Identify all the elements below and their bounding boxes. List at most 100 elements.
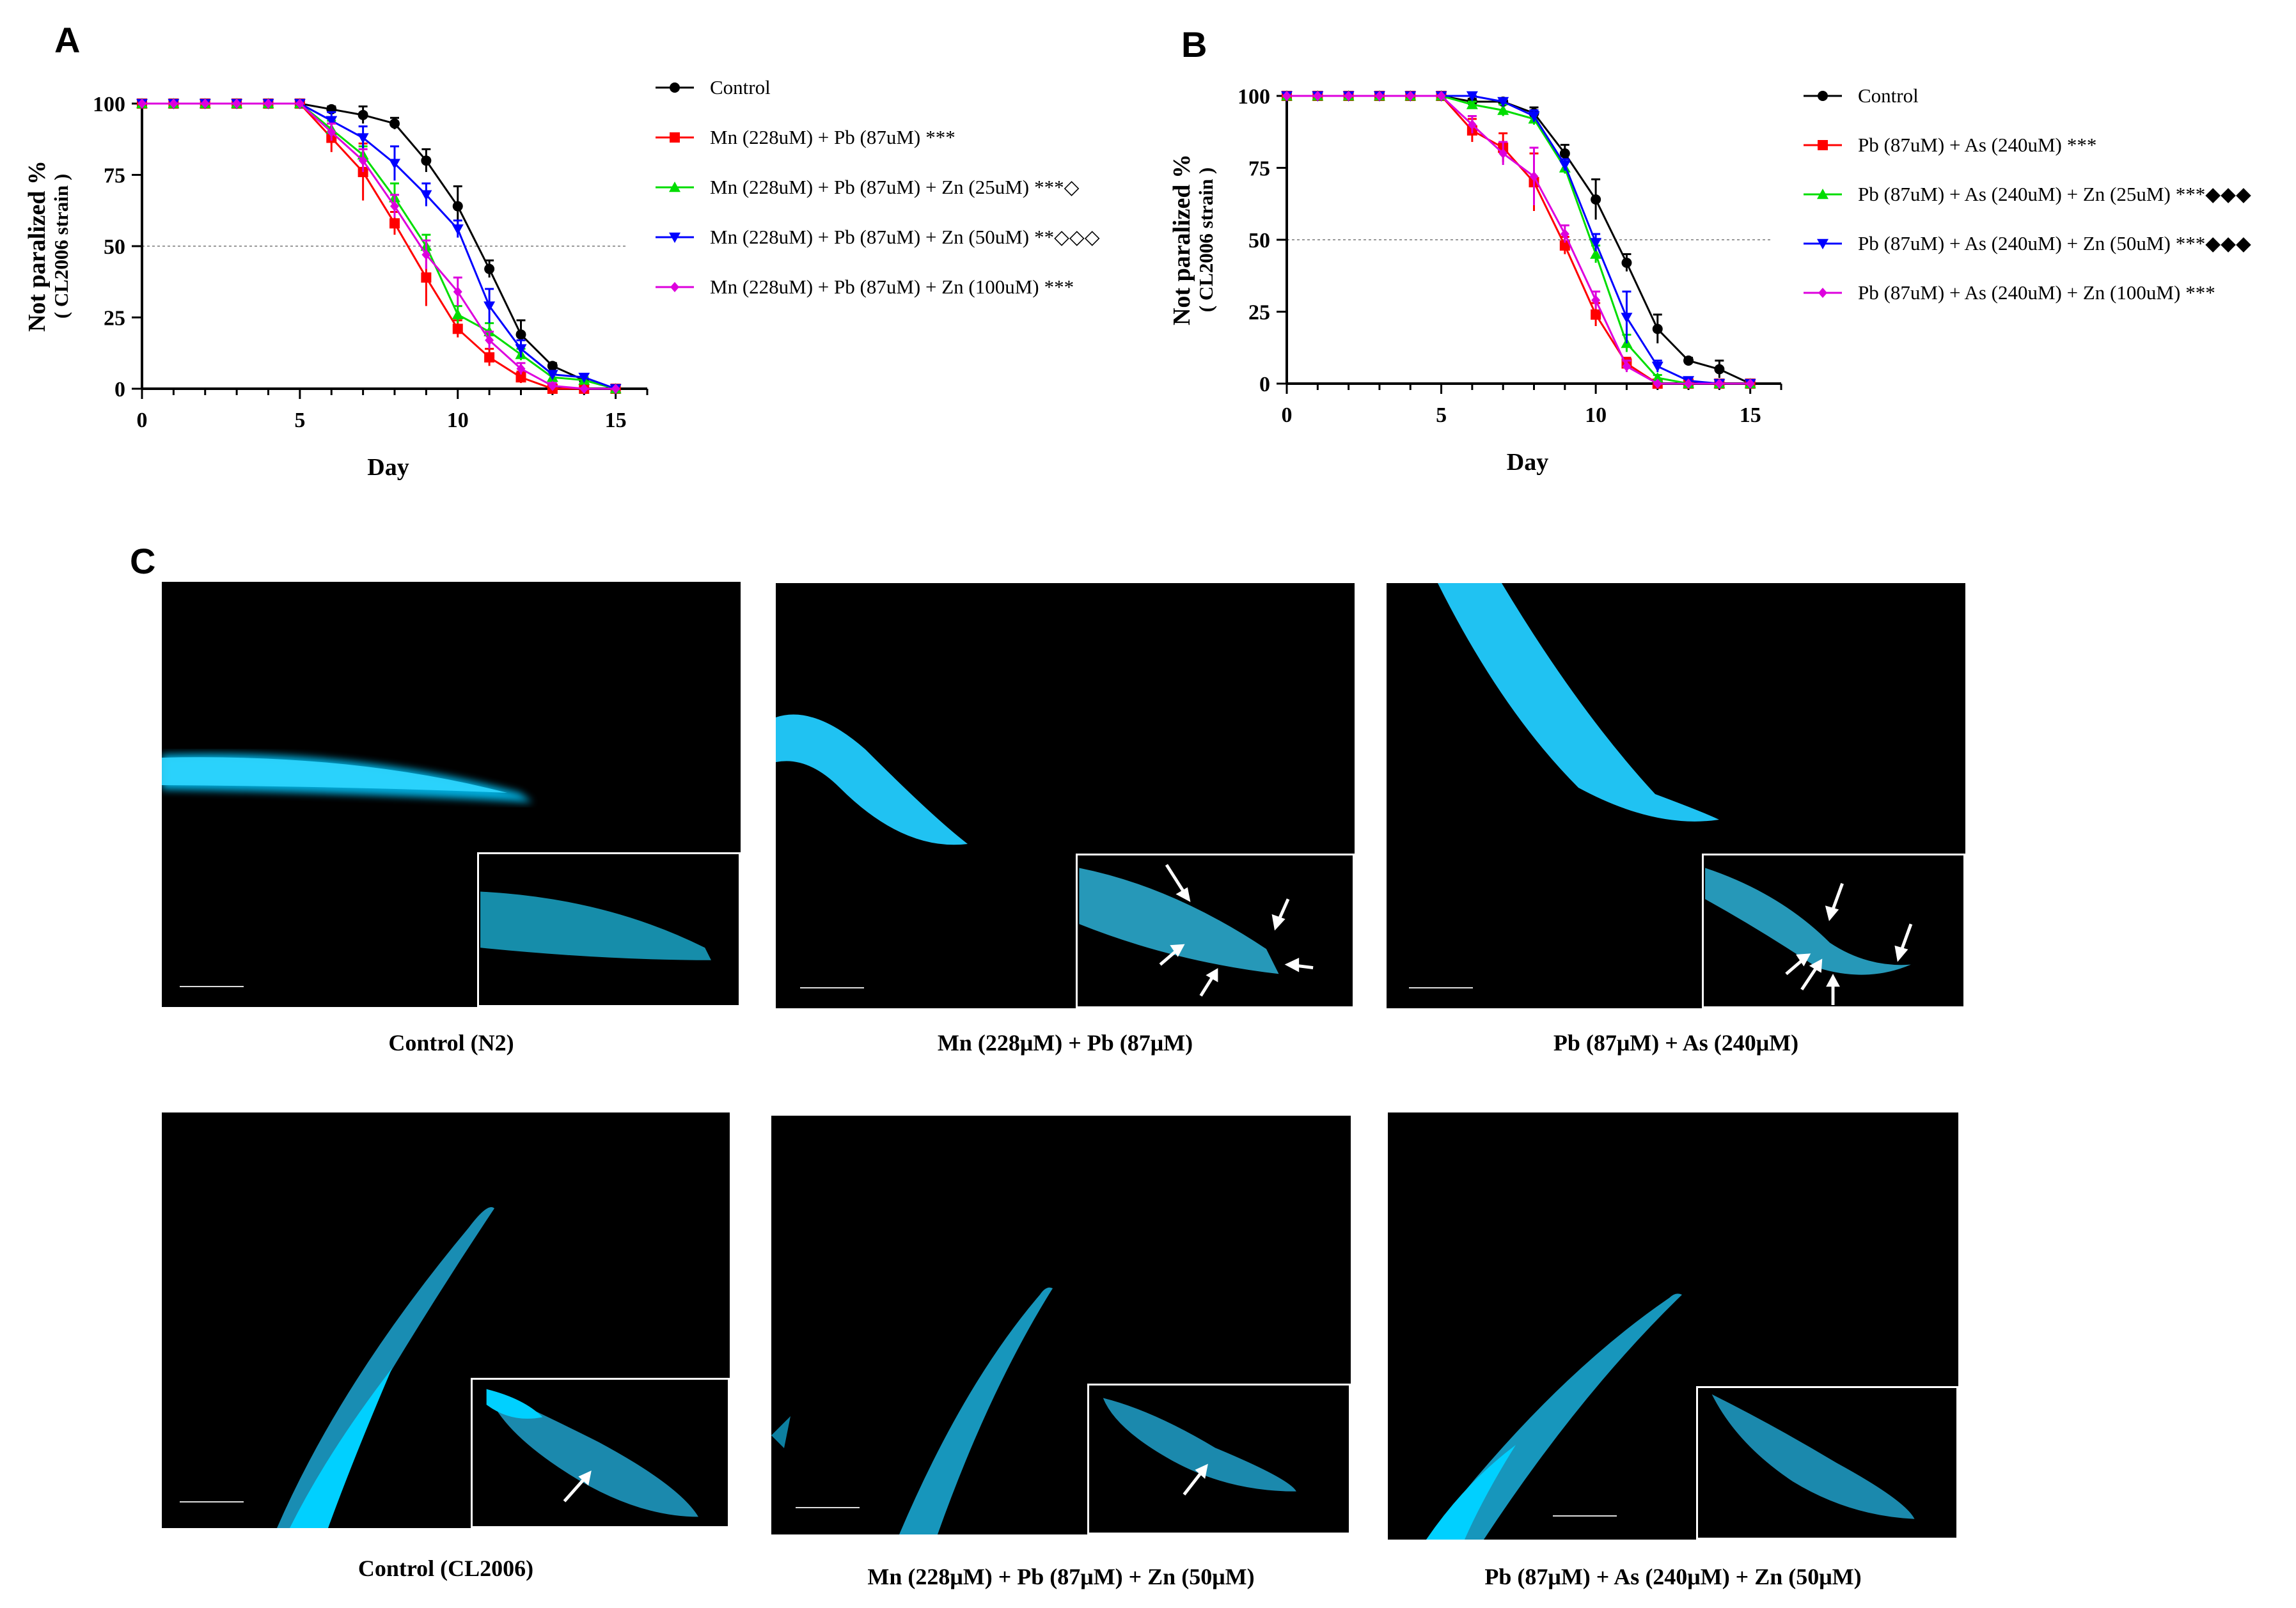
x-tick-label: 15 bbox=[605, 409, 627, 432]
worm-image bbox=[1426, 1293, 1682, 1540]
y-tick-label: 75 bbox=[104, 164, 125, 188]
worm-image bbox=[776, 714, 968, 845]
data-point bbox=[421, 155, 432, 166]
data-point bbox=[1684, 379, 1694, 389]
data-point bbox=[1374, 91, 1384, 101]
micro-control-n2 bbox=[162, 582, 741, 1007]
x-tick-label: 15 bbox=[1740, 403, 1761, 427]
data-point bbox=[452, 224, 464, 235]
arrow-icon bbox=[1183, 1464, 1208, 1496]
data-point bbox=[1344, 91, 1353, 101]
x-tick-label: 5 bbox=[1436, 403, 1447, 427]
micro-pb-as bbox=[1387, 583, 1965, 1008]
data-point bbox=[421, 272, 432, 283]
series-line bbox=[1287, 95, 1750, 385]
data-point bbox=[515, 344, 527, 355]
y-tick-label: 25 bbox=[1248, 301, 1270, 325]
x-tick-label: 0 bbox=[137, 409, 148, 432]
y-axis-title: Not paralized % bbox=[1168, 154, 1195, 325]
legend-marker bbox=[670, 132, 680, 143]
caption-1: Control (N2) bbox=[388, 1030, 514, 1056]
data-point bbox=[263, 98, 273, 109]
panel-c-letter: C bbox=[130, 541, 156, 581]
significance-marker: *** bbox=[1044, 276, 1074, 298]
data-point bbox=[389, 118, 400, 129]
data-point bbox=[484, 352, 495, 363]
data-point bbox=[1715, 379, 1724, 389]
data-point bbox=[546, 370, 558, 380]
data-point bbox=[358, 155, 368, 166]
data-point bbox=[1621, 313, 1633, 324]
legend-item: Pb (87uM) + As (240uM) + Zn (100uM) *** bbox=[1804, 281, 2215, 304]
data-point bbox=[452, 324, 463, 334]
data-point bbox=[1683, 355, 1694, 366]
data-point bbox=[169, 98, 178, 109]
data-point bbox=[1653, 379, 1662, 389]
data-point bbox=[1559, 240, 1570, 251]
data-point bbox=[421, 249, 431, 260]
legend-label: Mn (228uM) + Pb (87uM) + Zn (25uM) ***◇ bbox=[710, 176, 1080, 198]
data-point bbox=[1529, 171, 1539, 182]
micro-inset bbox=[1696, 1386, 1958, 1540]
x-tick-label: 5 bbox=[294, 409, 305, 432]
legend-marker bbox=[670, 282, 679, 292]
data-point bbox=[484, 301, 496, 312]
micro-inset bbox=[1076, 854, 1355, 1008]
scale-bar bbox=[180, 1501, 244, 1504]
x-axis-title: Day bbox=[1507, 449, 1548, 476]
data-point bbox=[452, 201, 463, 212]
caption-3: Pb (87μM) + As (240μM) bbox=[1553, 1030, 1799, 1056]
legend-label: Pb (87uM) + As (240uM) *** bbox=[1858, 134, 2096, 156]
legend-label: Mn (228uM) + Pb (87uM) + Zn (50uM) **◇◇◇ bbox=[710, 226, 1100, 248]
data-point bbox=[1466, 98, 1478, 109]
micro-inset bbox=[477, 852, 741, 1007]
data-point bbox=[1497, 97, 1509, 107]
micro-mn-pb bbox=[776, 583, 1355, 1008]
data-point bbox=[420, 190, 432, 201]
chart-panel-a: 0 5 10 15 0 25 50 75 100 Day Not paralized %( CL20… bbox=[24, 76, 1100, 481]
data-point bbox=[579, 384, 589, 394]
arrow-icon bbox=[563, 1470, 592, 1503]
data-point bbox=[484, 263, 495, 274]
data-point bbox=[1467, 120, 1477, 130]
significance-marker: *** bbox=[925, 126, 955, 148]
legend-item: Mn (228uM) + Pb (87uM) + Zn (100uM) *** bbox=[656, 276, 1074, 298]
significance-marker: ***◆◆◆ bbox=[2176, 232, 2251, 254]
data-point bbox=[516, 363, 526, 374]
y-axis-title-group: Not paralized %( CL2006 strain ) bbox=[1168, 154, 1217, 325]
micro-inset bbox=[471, 1378, 730, 1528]
legend-item: Pb (87uM) + As (240uM) + Zn (25uM) ***◆◆◆ bbox=[1804, 183, 2251, 205]
data-point bbox=[515, 329, 526, 340]
data-point bbox=[232, 98, 242, 109]
legend-marker bbox=[1817, 189, 1828, 199]
chart-panel-b: 0 5 10 15 0 25 50 75 100 Day Not paralized %( CL20… bbox=[1168, 84, 2251, 476]
x-tick-label: 0 bbox=[1282, 403, 1293, 427]
data-point bbox=[1622, 361, 1632, 371]
y-tick-label: 50 bbox=[1248, 229, 1270, 253]
data-point bbox=[389, 218, 400, 229]
series-line bbox=[142, 102, 616, 390]
data-point bbox=[1313, 91, 1323, 101]
data-point bbox=[1497, 104, 1509, 115]
legend-item: Pb (87uM) + As (240uM) + Zn (50uM) ***◆◆◆ bbox=[1804, 232, 2251, 254]
data-point bbox=[1651, 361, 1663, 372]
panel-a-letter: A bbox=[54, 20, 81, 60]
arrow-icon bbox=[1159, 864, 1314, 997]
significance-marker: **◇◇◇ bbox=[1034, 226, 1100, 248]
data-point bbox=[611, 384, 620, 394]
data-point bbox=[1652, 324, 1663, 334]
scale-bar bbox=[180, 986, 244, 989]
significance-marker: *** bbox=[2067, 134, 2097, 156]
data-point bbox=[1651, 372, 1663, 383]
data-point bbox=[1466, 91, 1478, 102]
worm-image bbox=[277, 1207, 494, 1528]
data-point bbox=[1714, 364, 1725, 375]
x-tick-label: 10 bbox=[447, 409, 469, 432]
legend-label: Pb (87uM) + As (240uM) + Zn (50uM) ***◆◆◆ bbox=[1858, 232, 2251, 254]
scale-bar bbox=[1553, 1515, 1617, 1518]
data-point bbox=[1528, 111, 1540, 122]
data-point bbox=[453, 286, 462, 297]
caption-5: Mn (228μM) + Pb (87μM) + Zn (50μM) bbox=[867, 1564, 1255, 1589]
data-point bbox=[389, 159, 400, 169]
legend-item: Mn (228uM) + Pb (87uM) *** bbox=[656, 126, 955, 148]
